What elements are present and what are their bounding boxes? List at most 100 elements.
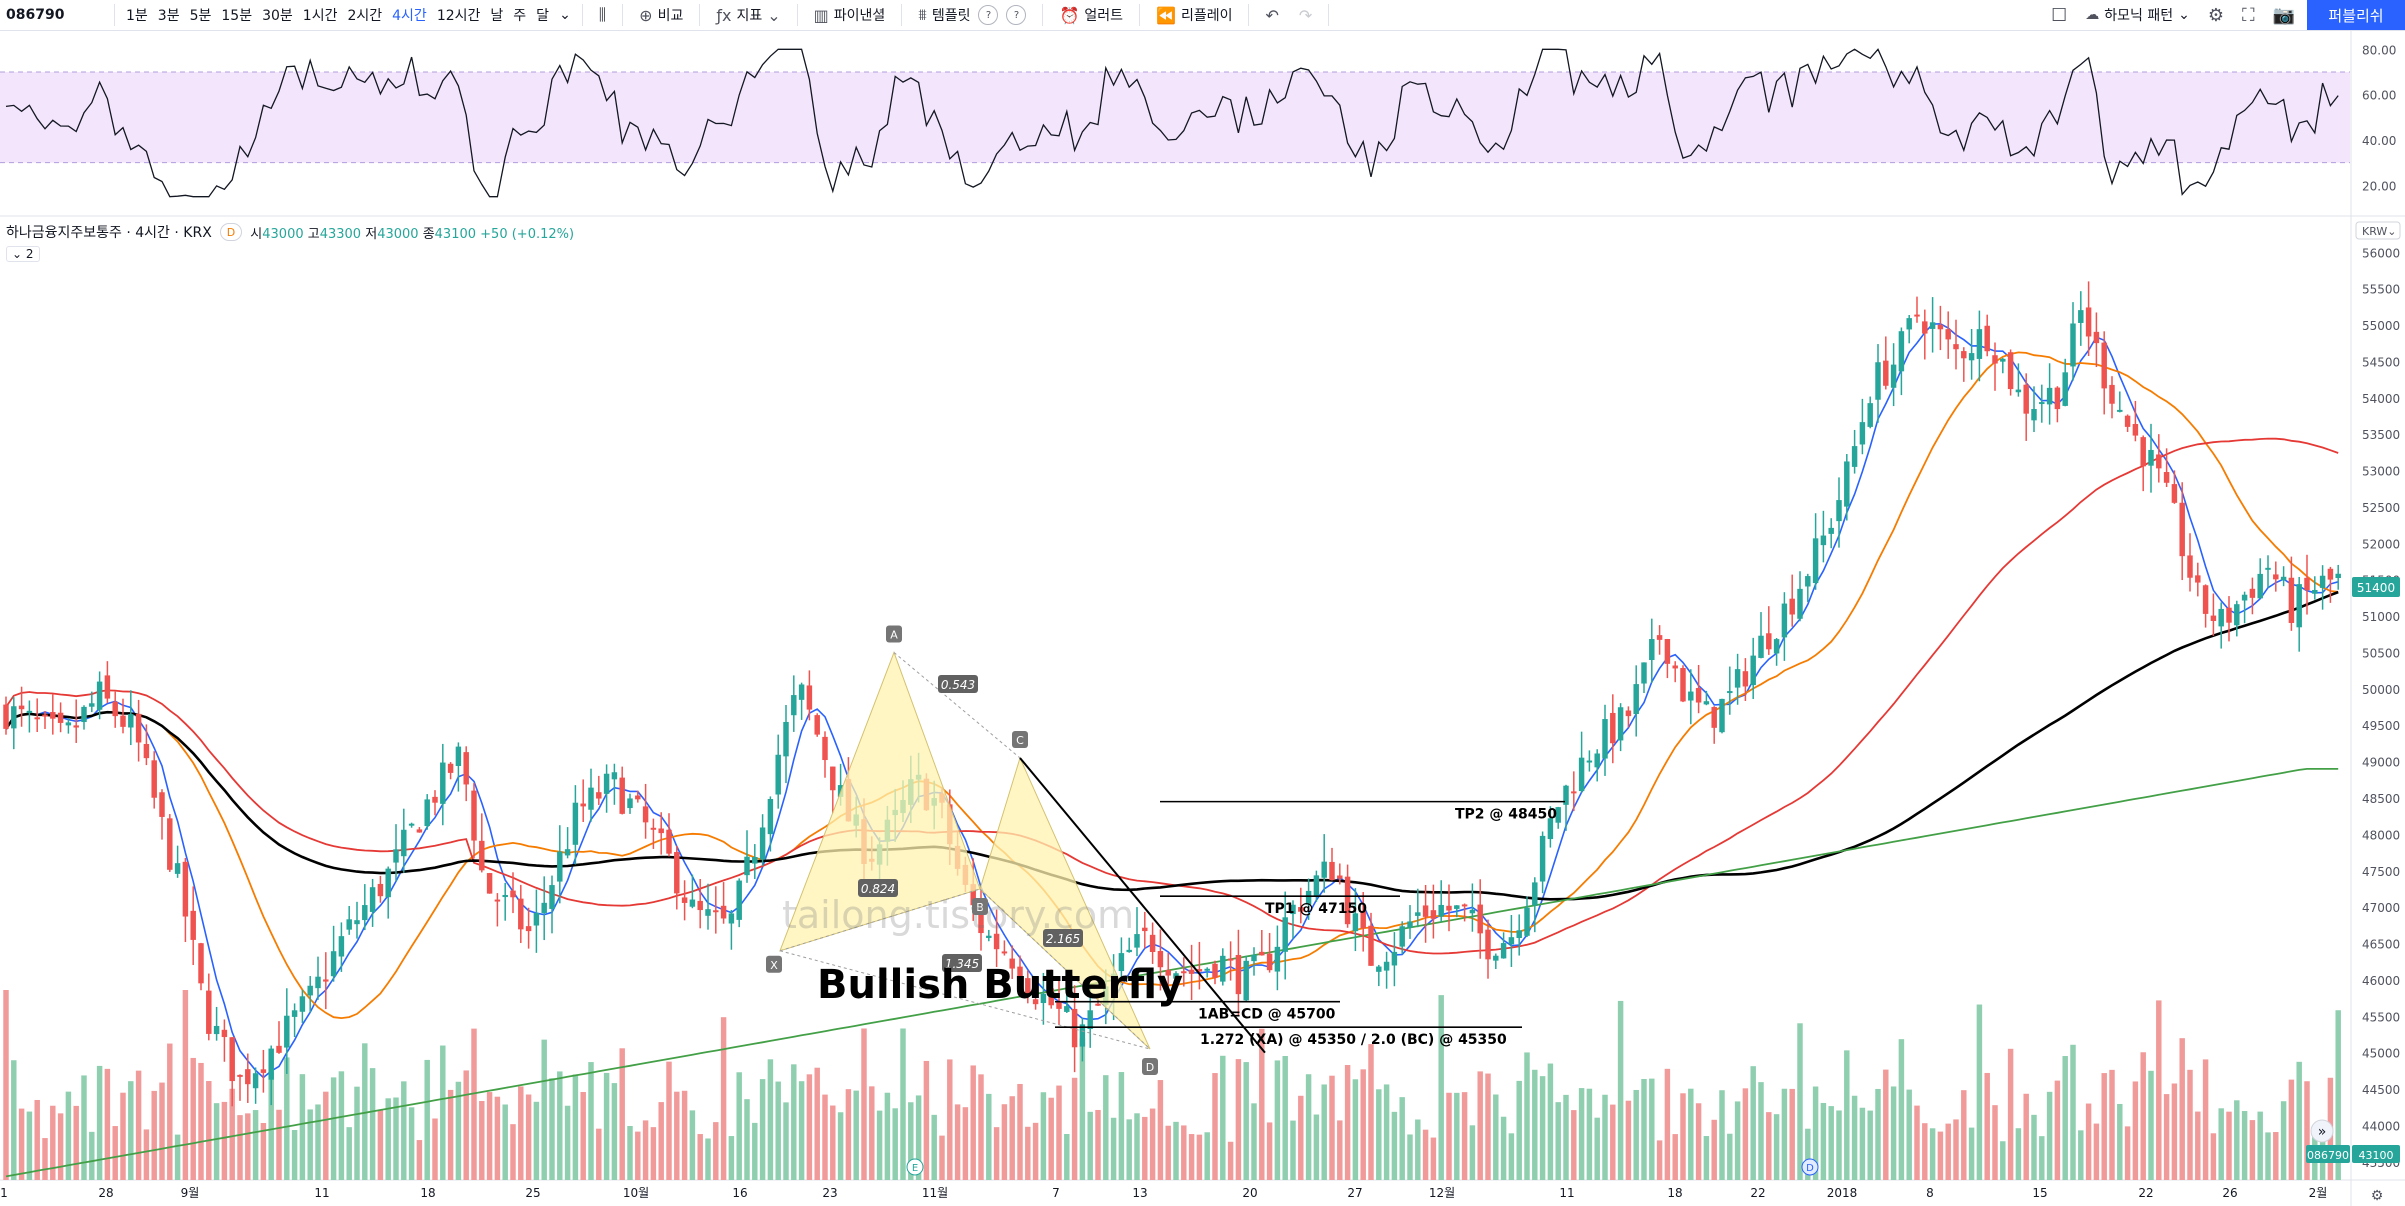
timeframe-11[interactable]: 달 [536, 8, 550, 24]
pattern-point-badge[interactable] [1012, 730, 1028, 748]
candle-body [2296, 584, 2302, 628]
candle-body [455, 746, 462, 767]
timeframe-2[interactable]: 5분 [189, 8, 212, 24]
timeframe-4[interactable]: 30분 [262, 8, 293, 24]
rsi-axis-label: 60.00 [2362, 89, 2396, 103]
pattern-point-badge[interactable] [972, 897, 988, 915]
templates-button[interactable]: ⩩ 템플릿?? [908, 5, 1036, 25]
timeframe-1[interactable]: 3분 [157, 8, 180, 24]
volume-bar [167, 1043, 173, 1180]
candle-body [2078, 310, 2084, 323]
timeframe-9[interactable]: 날 [490, 8, 504, 24]
candle-body [1781, 603, 1788, 638]
scroll-to-realtime-button[interactable] [2310, 1119, 2334, 1143]
volume-bar [2195, 1111, 2201, 1180]
pattern-point-badge[interactable] [886, 625, 902, 643]
price-axis-label: 49500 [2362, 719, 2400, 733]
layout-icon[interactable]: ☐ [2051, 4, 2068, 26]
candle-body [1048, 988, 1054, 1006]
volume-bar [1976, 1004, 1983, 1180]
redo-button[interactable]: ↷ [1289, 6, 1322, 25]
volume-bar [892, 1108, 898, 1180]
alert-button[interactable]: ⏰ 얼러트 [1049, 5, 1133, 25]
candle-body [1305, 890, 1312, 905]
timeframe-7[interactable]: 4시간 [392, 8, 427, 24]
timeframe-8[interactable]: 12시간 [436, 8, 481, 24]
volume-bar [1227, 1141, 1234, 1180]
volume-bar [135, 1070, 142, 1180]
volume-bar [1025, 1126, 1031, 1180]
candle-body [1524, 907, 1530, 936]
volume-bar [159, 1082, 165, 1180]
time-axis-label: 23 [822, 1186, 837, 1200]
pattern-point-badge[interactable] [766, 955, 782, 973]
financials-button[interactable]: ▥ 파이낸셜 [804, 5, 896, 25]
undo-button[interactable]: ↶ [1255, 6, 1288, 25]
candle-body [642, 806, 649, 823]
camera-icon[interactable]: 📷 [2272, 4, 2295, 26]
candle-body [1329, 861, 1335, 881]
volume-bar [2078, 1130, 2084, 1180]
replay-button[interactable]: ⏪ 리플레이 [1146, 5, 1242, 25]
dividend-marker[interactable] [1801, 1158, 1819, 1176]
volume-bar [455, 1081, 462, 1180]
level-label: 1.272 (XA) @ 45350 / 2.0 (BC) @ 45350 [1200, 1032, 1507, 1048]
settings-icon[interactable]: ⚙ [2207, 4, 2224, 26]
fullscreen-icon[interactable]: ⛶ [2241, 4, 2255, 26]
candle-body [432, 796, 438, 803]
volume-bar [830, 1105, 836, 1180]
candle-body [681, 897, 688, 903]
volume-bar [1134, 1113, 1140, 1180]
symbol-title[interactable]: 하나금융지주보통주 · 4시간 · KRX [6, 225, 212, 241]
candle-body [2187, 555, 2193, 578]
high-value: 43300 [319, 226, 362, 242]
chart-type-button[interactable]: ⫼ [589, 5, 616, 25]
earnings-marker[interactable] [906, 1158, 924, 1176]
timeframe-3[interactable]: 15분 [221, 8, 253, 24]
info-icon[interactable]: ? [978, 5, 999, 25]
publish-button[interactable]: 퍼블리쉬 [2307, 0, 2405, 30]
volume-bar [229, 1088, 235, 1180]
volume-bar [947, 1059, 953, 1180]
candle-body [229, 1037, 235, 1082]
candle-body [1516, 930, 1522, 939]
timeframe-5[interactable]: 1시간 [302, 8, 338, 24]
volume-bar [1516, 1080, 1522, 1180]
compare-button[interactable]: ⊕ 비교 [629, 5, 693, 25]
volume-bar [1945, 1123, 1951, 1180]
pattern-point-badge[interactable] [1142, 1058, 1158, 1076]
candle-body [1142, 927, 1148, 932]
candle-body [557, 851, 563, 882]
trend-line[interactable] [1019, 757, 1266, 1054]
candle-body [541, 902, 547, 914]
dividend-badge[interactable]: D [219, 223, 243, 241]
candle-body [1875, 362, 1881, 400]
candle-body [182, 861, 189, 917]
volume-bar [1961, 1090, 1967, 1180]
indicators-button[interactable]: ƒx 지표 ⌄ [706, 5, 790, 25]
candle-body [1703, 701, 1710, 705]
timeframe-6[interactable]: 2시간 [347, 8, 383, 24]
candle-body [2124, 415, 2131, 427]
candle-body [1485, 929, 1491, 960]
symbol-search[interactable]: 086790 [6, 7, 65, 23]
timeframe-10[interactable]: 주 [513, 8, 527, 24]
candle-body [1586, 760, 1593, 763]
collapse-indicators-button[interactable]: ⌄ 2 [6, 246, 40, 262]
candle-body [533, 912, 540, 926]
timeframe-0[interactable]: 1분 [126, 8, 148, 24]
currency-button[interactable] [2355, 221, 2401, 240]
timeframe-dropdown-icon[interactable]: ⌄ [559, 7, 571, 23]
volume-bar [2124, 1126, 2131, 1180]
volume-bar [463, 1070, 469, 1180]
candle-body [2210, 615, 2217, 621]
price-axis-label: 51000 [2362, 610, 2400, 624]
candle-body [1649, 639, 1655, 660]
harmonic-pattern-button[interactable]: ☁ 하모닉 패턴 ⌄ [2085, 5, 2190, 25]
help-icon[interactable]: ? [1006, 5, 1027, 25]
volume-bar [2163, 1094, 2170, 1180]
pattern-point-label: B [976, 901, 984, 914]
volume-bar [783, 1102, 789, 1180]
candle-body [775, 754, 781, 795]
